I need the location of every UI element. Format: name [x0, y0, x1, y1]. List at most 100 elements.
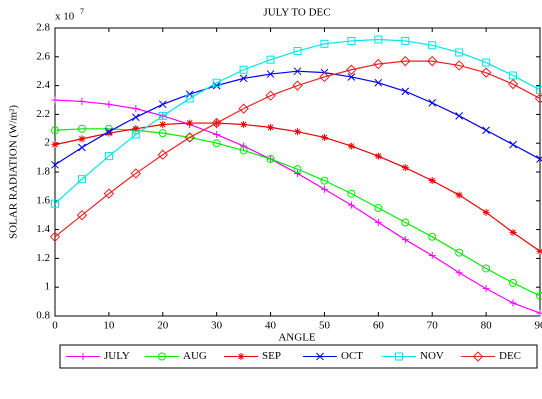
marker: [374, 35, 383, 44]
x-tick-label: 30: [211, 320, 223, 332]
marker: [400, 55, 411, 67]
marker: [482, 285, 490, 293]
legend-marker: [79, 353, 87, 360]
series: JULY: [51, 96, 542, 362]
marker: [320, 176, 329, 185]
marker: [265, 90, 276, 101]
marker: [319, 71, 330, 83]
marker: [238, 103, 249, 114]
marker: [184, 132, 195, 143]
marker: [374, 78, 383, 87]
marker: [401, 164, 409, 172]
legend-label: NOV: [420, 350, 444, 362]
y-tick-label: 2: [45, 137, 51, 149]
series: DEC: [49, 55, 542, 362]
x-tick-label: 50: [319, 320, 331, 332]
marker: [293, 67, 302, 76]
legend-label: OCT: [341, 350, 363, 362]
x-tick-label: 10: [103, 320, 115, 332]
line: [54, 128, 541, 297]
marker: [240, 142, 248, 150]
marker: [347, 201, 355, 209]
marker: [239, 65, 248, 74]
marker: [401, 236, 409, 244]
marker: [428, 99, 437, 107]
marker: [157, 149, 168, 160]
y-tick-label: 1.8: [36, 166, 50, 178]
line: [54, 38, 541, 205]
marker: [536, 155, 542, 163]
line: [54, 122, 541, 252]
marker: [320, 185, 328, 193]
series: SEP: [51, 119, 542, 362]
marker: [51, 96, 59, 104]
line: [54, 60, 541, 238]
marker: [509, 140, 517, 149]
x-tick-label: 60: [373, 320, 385, 332]
marker: [509, 278, 518, 287]
marker: [428, 41, 437, 50]
marker: [536, 247, 542, 255]
marker: [455, 48, 464, 57]
marker: [428, 232, 437, 241]
marker: [78, 143, 86, 152]
y-multiplier-exponent: 7: [80, 7, 84, 16]
marker: [428, 252, 436, 260]
marker: [453, 60, 465, 71]
marker: [401, 218, 410, 227]
chart-title: JULY TO DEC: [263, 7, 330, 19]
x-tick-label: 90: [535, 320, 542, 332]
marker: [346, 64, 357, 75]
marker: [534, 93, 542, 104]
marker: [455, 191, 463, 199]
marker: [374, 204, 383, 212]
marker: [158, 111, 167, 120]
marker: [131, 113, 140, 122]
marker: [536, 291, 542, 300]
y-multiplier: x 10: [55, 11, 75, 23]
marker: [374, 152, 382, 160]
marker: [158, 100, 167, 109]
legend-marker: [472, 351, 484, 362]
marker: [347, 189, 356, 198]
y-tick-label: 2.8: [36, 22, 50, 34]
marker: [482, 208, 490, 216]
legend-marker: [395, 352, 403, 361]
marker: [51, 160, 59, 169]
y-tick-label: 1.4: [36, 223, 50, 235]
marker: [158, 129, 167, 138]
marker: [482, 264, 491, 273]
marker: [185, 94, 194, 103]
marker: [103, 188, 115, 199]
marker: [455, 248, 464, 257]
marker: [49, 231, 61, 243]
marker: [77, 124, 86, 133]
y-tick-label: 0.8: [36, 310, 50, 322]
marker: [105, 100, 113, 108]
marker: [401, 36, 410, 45]
marker: [78, 135, 86, 143]
marker: [509, 228, 517, 236]
marker: [482, 58, 491, 67]
marker: [240, 120, 248, 128]
marker: [131, 130, 140, 139]
legend-label: SEP: [262, 350, 281, 362]
marker: [78, 97, 86, 105]
y-axis-label: SOLAR RADIATION (W/m²): [8, 105, 20, 239]
marker: [213, 131, 221, 139]
y-tick-label: 1.6: [36, 194, 50, 206]
marker: [347, 73, 356, 81]
marker: [294, 169, 301, 177]
legend-label: JULY: [104, 350, 130, 362]
marker: [509, 299, 517, 307]
y-tick-label: 1: [45, 281, 51, 293]
marker: [480, 67, 492, 78]
marker: [292, 80, 303, 91]
marker: [347, 36, 356, 45]
marker: [51, 126, 59, 135]
marker: [266, 70, 275, 78]
marker: [185, 133, 194, 142]
marker: [536, 309, 542, 317]
legend-marker: [237, 353, 245, 360]
